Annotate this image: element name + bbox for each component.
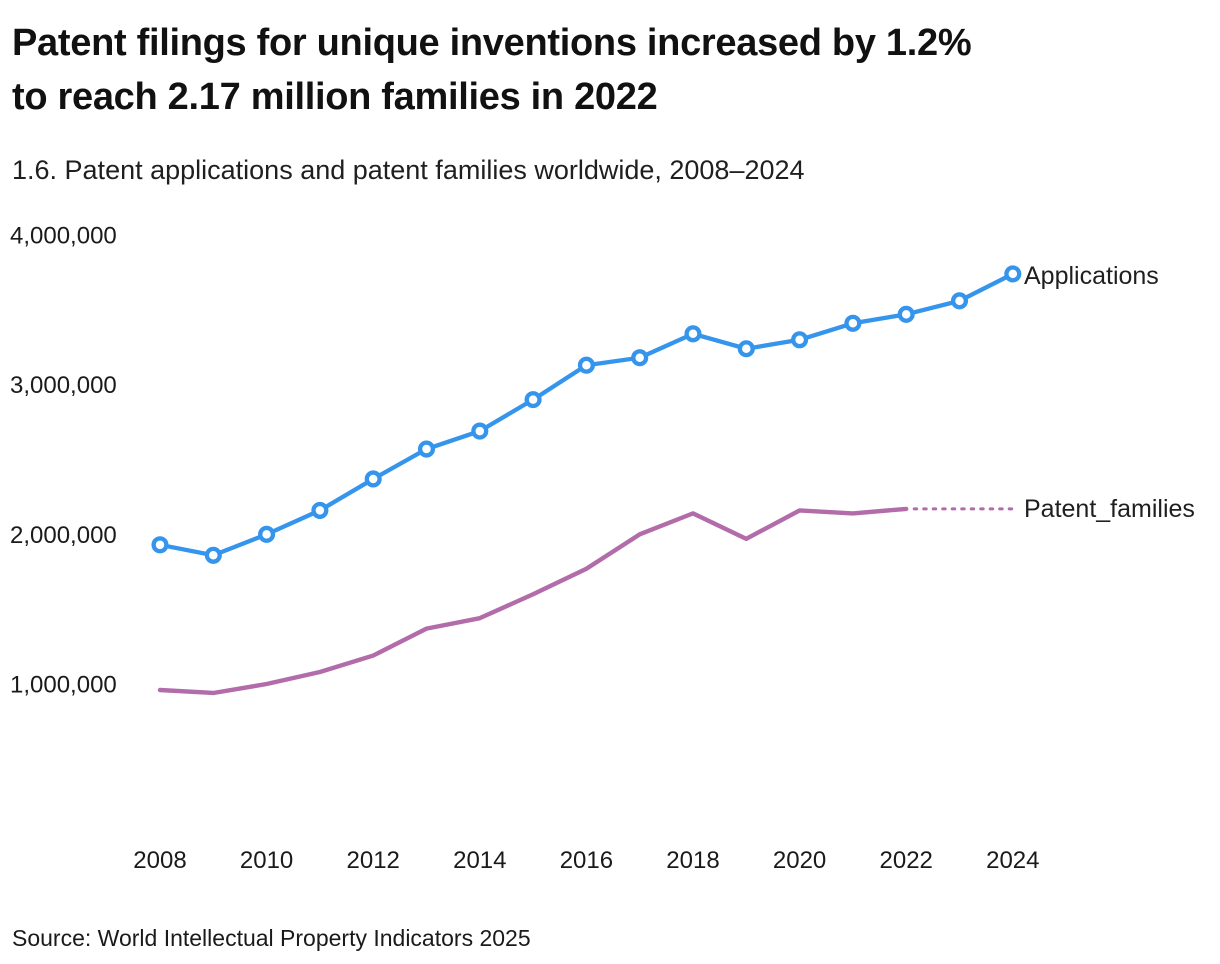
y-axis-tick-label: 2,000,000 (10, 522, 117, 549)
applications-data-point-marker (311, 501, 329, 519)
applications-data-point-marker (631, 349, 649, 367)
applications-data-point-marker (471, 422, 489, 440)
applications-data-point-marker (204, 546, 222, 564)
y-axis-tick-label: 4,000,000 (10, 223, 117, 250)
applications-data-point-marker (1004, 265, 1022, 283)
applications-data-point-marker (524, 391, 542, 409)
x-axis-tick-label: 2010 (240, 847, 293, 874)
chart-headline: Patent filings for unique inventions inc… (12, 16, 1208, 124)
applications-data-point-marker (950, 292, 969, 310)
series-label-applications: Applications (1024, 262, 1159, 290)
applications-data-point-marker (737, 340, 755, 358)
x-axis-tick-label: 2016 (560, 847, 613, 874)
applications-data-point-marker (577, 356, 595, 374)
applications-data-point-marker (364, 470, 382, 488)
series-label-patent-families: Patent_families (1024, 495, 1195, 523)
patent-families-line (157, 506, 909, 696)
x-axis-tick-label: 2018 (666, 847, 719, 874)
x-axis-tick-label: 2022 (880, 847, 933, 874)
chart-headline-line2: to reach 2.17 million families in 2022 (12, 76, 658, 118)
chart-headline-line1: Patent filings for unique inventions inc… (12, 22, 972, 64)
y-axis-tick-label: 3,000,000 (10, 372, 117, 399)
chart-subtitle: 1.6. Patent applications and patent fami… (12, 155, 805, 185)
y-axis-tick-label: 1,000,000 (10, 672, 117, 699)
source-note: Source: World Intellectual Property Indi… (12, 925, 531, 951)
applications-data-point-marker (151, 536, 169, 554)
applications-data-point-marker (844, 314, 862, 332)
x-axis-tick-label: 2024 (986, 847, 1039, 874)
x-axis-tick-label: 2020 (773, 847, 826, 874)
applications-data-point-marker (417, 440, 436, 458)
x-axis-tick-label: 2014 (453, 847, 506, 874)
applications-data-point-marker (791, 331, 809, 349)
applications-data-point-marker (258, 525, 276, 543)
x-axis-tick-label: 2012 (347, 847, 400, 874)
applications-data-point-marker (897, 305, 915, 323)
applications-line (157, 271, 1015, 558)
x-axis-tick-label: 2008 (133, 847, 186, 874)
applications-data-point-marker (684, 325, 702, 343)
